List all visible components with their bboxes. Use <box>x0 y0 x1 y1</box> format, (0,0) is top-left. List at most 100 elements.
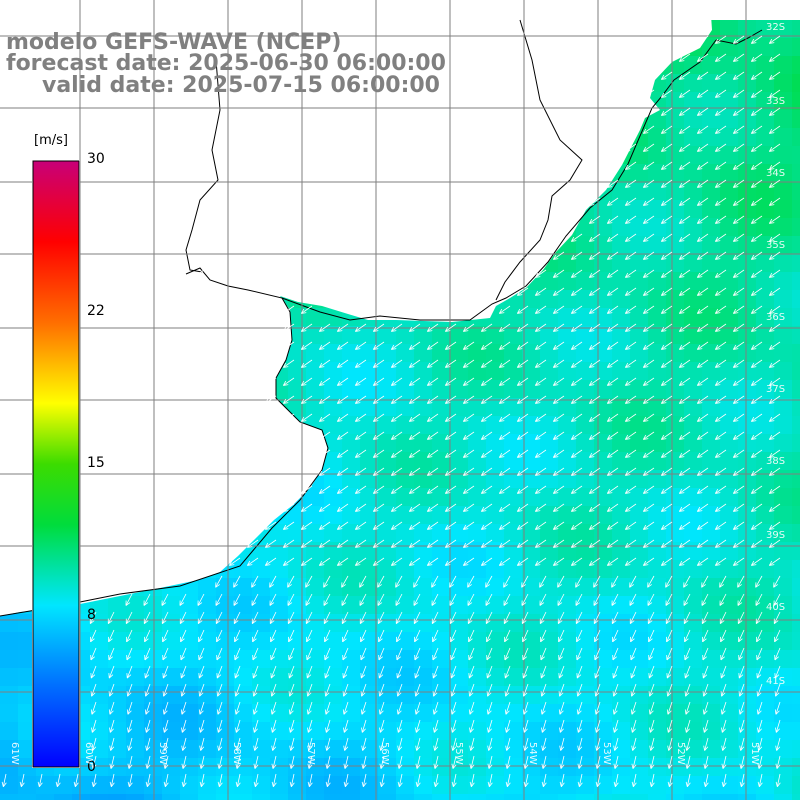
field-cell <box>90 650 109 669</box>
field-cell <box>684 362 703 381</box>
field-cell <box>756 218 775 237</box>
field-cell <box>558 668 577 687</box>
field-cell <box>792 632 800 651</box>
wind-arrow <box>589 269 601 278</box>
field-cell <box>558 524 577 543</box>
wind-arrow <box>355 413 367 422</box>
wind-arrow <box>607 251 619 260</box>
field-cell <box>756 506 775 525</box>
wind-arrow <box>661 197 673 206</box>
wind-arrow <box>517 377 529 386</box>
field-cell <box>612 452 631 471</box>
field-cell <box>216 578 235 597</box>
field-cell <box>666 794 685 800</box>
wind-arrow <box>373 341 385 350</box>
field-cell <box>450 560 469 579</box>
field-cell <box>324 722 343 741</box>
wind-arrow <box>553 251 565 260</box>
field-cell <box>774 470 793 489</box>
field-cell <box>720 110 739 129</box>
latitude-label: 38S <box>766 456 786 467</box>
field-cell <box>684 506 703 525</box>
field-cell <box>576 524 595 543</box>
field-cell <box>774 110 793 129</box>
field-cell <box>180 632 199 651</box>
field-cell <box>108 704 127 723</box>
field-cell <box>684 668 703 687</box>
field-cell <box>558 344 577 363</box>
field-cell <box>162 722 181 741</box>
field-cell <box>720 290 739 309</box>
field-cell <box>594 560 613 579</box>
field-cell <box>594 236 613 255</box>
field-cell <box>450 506 469 525</box>
field-cell <box>774 272 793 291</box>
field-cell <box>396 452 415 471</box>
field-cell <box>504 614 523 633</box>
field-cell <box>522 434 541 453</box>
field-cell <box>540 722 559 741</box>
wind-arrow <box>733 143 745 152</box>
field-cell <box>198 794 217 800</box>
field-cell <box>648 200 667 219</box>
wind-arrow <box>733 377 745 386</box>
field-cell <box>432 470 451 489</box>
coastline-south <box>0 267 329 617</box>
colorbar-tick: 22 <box>87 303 105 319</box>
field-cell <box>306 560 325 579</box>
field-cell <box>702 326 721 345</box>
field-cell <box>270 704 289 723</box>
field-cell <box>612 308 631 327</box>
field-cell <box>270 668 289 687</box>
field-cell <box>720 794 739 800</box>
field-cell <box>774 794 793 800</box>
field-cell <box>648 236 667 255</box>
field-cell <box>612 362 631 381</box>
field-cell <box>630 272 649 291</box>
field-cell <box>558 488 577 507</box>
field-cell <box>684 524 703 543</box>
field-cell <box>432 380 451 399</box>
field-cell <box>756 290 775 309</box>
wind-arrow <box>301 305 313 314</box>
field-cell <box>504 542 523 561</box>
field-cell <box>630 650 649 669</box>
field-cell <box>450 398 469 417</box>
wind-arrow <box>661 71 673 80</box>
wind-arrow <box>769 413 781 422</box>
field-cell <box>594 704 613 723</box>
field-cell <box>396 506 415 525</box>
field-cell <box>558 686 577 705</box>
field-cell <box>792 254 800 273</box>
field-cell <box>126 614 145 633</box>
field-cell <box>738 326 757 345</box>
field-cell <box>666 236 685 255</box>
field-cell <box>378 650 397 669</box>
field-cell <box>324 380 343 399</box>
field-cell <box>558 632 577 651</box>
field-cell <box>90 668 109 687</box>
field-cell <box>18 650 37 669</box>
wind-arrow <box>535 377 547 386</box>
wind-arrow <box>751 197 763 206</box>
field-cell <box>234 614 253 633</box>
field-cell <box>594 434 613 453</box>
wind-arrow <box>283 377 295 386</box>
wind-arrow <box>769 197 781 206</box>
wind-arrow <box>355 431 367 440</box>
field-cell <box>396 398 415 417</box>
wind-arrow <box>643 341 655 350</box>
field-cell <box>738 506 757 525</box>
field-cell <box>756 650 775 669</box>
field-cell <box>576 614 595 633</box>
wind-arrow <box>373 359 385 368</box>
wind-arrow <box>535 395 547 404</box>
wind-arrow <box>661 323 673 332</box>
field-cell <box>342 416 361 435</box>
field-cell <box>756 578 775 597</box>
field-cell <box>486 470 505 489</box>
field-cell <box>630 506 649 525</box>
field-cell <box>792 398 800 417</box>
field-cell <box>432 434 451 453</box>
field-cell <box>648 380 667 399</box>
